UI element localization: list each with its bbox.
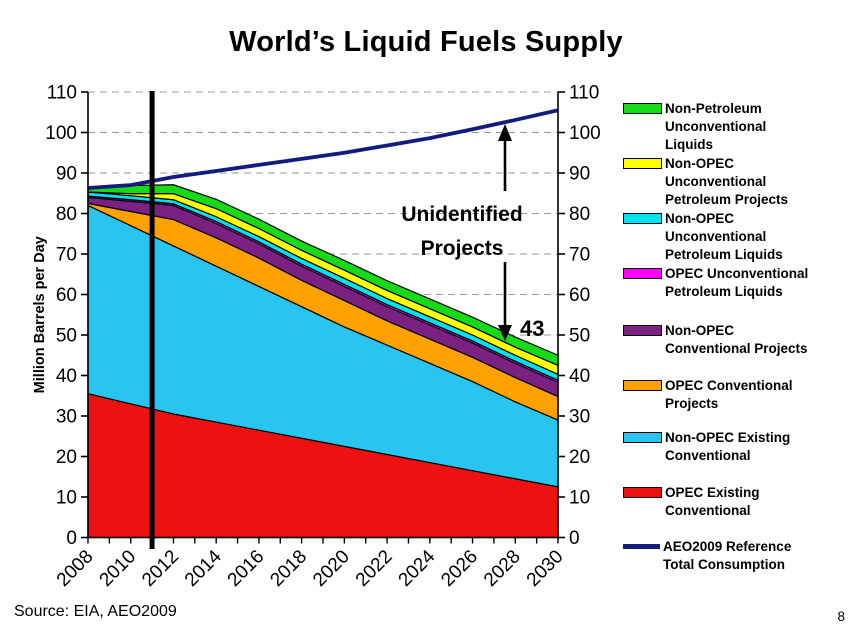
legend-item-label: Non-OPEC Unconventional Petroleum Projec… <box>665 156 789 208</box>
x-tick-label: 2014 <box>181 546 226 591</box>
legend-item-label: Non-OPEC Unconventional Petroleum Liquid… <box>665 211 783 263</box>
y-tick-label-left: 100 <box>45 123 77 144</box>
y-tick-label-left: 10 <box>56 488 77 509</box>
arrow-up-head <box>498 124 512 141</box>
legend-item-9: AEO2009 Reference Total Consumption <box>623 538 791 574</box>
x-tick-label: 2026 <box>437 546 482 591</box>
x-tick-label: 2020 <box>309 546 354 591</box>
legend-item-7: Non-OPEC Existing Conventional <box>623 429 790 465</box>
y-tick-label-left: 50 <box>56 326 77 347</box>
y-tick-label-left: 0 <box>66 528 77 549</box>
x-tick-label: 2016 <box>224 546 269 591</box>
legend-item-label: Non-OPEC Conventional Projects <box>665 323 808 357</box>
consumption-line <box>87 108 559 190</box>
y-tick-label-right: 10 <box>569 488 590 509</box>
legend-item-5: Non-OPEC Conventional Projects <box>623 322 808 358</box>
y-tick-label-right: 0 <box>569 528 580 549</box>
legend-color-swatch <box>623 432 662 443</box>
x-tick-label: 2022 <box>352 546 397 591</box>
legend-color-swatch <box>623 268 662 279</box>
y-tick-label-right: 100 <box>569 123 601 144</box>
y-tick-label-right: 80 <box>569 204 590 225</box>
legend-item-8: OPEC Existing Conventional <box>623 484 760 520</box>
legend-color-swatch <box>623 380 662 391</box>
y-tick-label-right: 50 <box>569 326 590 347</box>
y-tick-label-left: 70 <box>56 245 77 266</box>
gap-value-label: 43 <box>520 316 544 341</box>
y-tick-label-right: 110 <box>569 83 599 104</box>
y-tick-label-left: 90 <box>56 164 77 185</box>
annotation-line-1: Unidentified <box>401 203 522 226</box>
y-tick-label-right: 30 <box>569 407 590 428</box>
y-tick-label-right: 60 <box>569 285 590 306</box>
legend-item-label: Non-OPEC Existing Conventional <box>665 430 791 464</box>
legend-item-label: Non-Petroleum Unconventional Liquids <box>665 101 767 153</box>
x-tick-label: 2024 <box>395 546 440 591</box>
x-tick-label: 2028 <box>480 546 525 591</box>
y-tick-label-right: 90 <box>569 164 590 185</box>
legend-item-label: OPEC Unconventional Petroleum Liquids <box>665 266 809 300</box>
y-tick-label-right: 20 <box>569 447 590 468</box>
legend-item-4: OPEC Unconventional Petroleum Liquids <box>623 265 808 301</box>
y-tick-label-left: 60 <box>56 285 77 306</box>
y-tick-label-left: 20 <box>56 447 77 468</box>
y-tick-label-right: 70 <box>569 245 590 266</box>
legend-item-label: OPEC Conventional Projects <box>665 378 793 412</box>
x-tick-label: 2010 <box>96 546 141 591</box>
legend-line-marker <box>623 544 660 549</box>
legend-color-swatch <box>623 487 662 498</box>
y-tick-label-left: 40 <box>56 366 77 387</box>
arrow-down-head <box>498 325 512 341</box>
legend-item-label: AEO2009 Reference Total Consumption <box>663 539 792 573</box>
legend-color-swatch <box>623 158 662 169</box>
legend-item-6: OPEC Conventional Projects <box>623 377 793 413</box>
legend-color-swatch <box>623 103 662 114</box>
x-tick-label: 2030 <box>523 546 568 591</box>
legend-item-2: Non-OPEC Unconventional Petroleum Projec… <box>623 155 788 210</box>
annotation-line-2: Projects <box>421 237 504 260</box>
page-title: World’s Liquid Fuels Supply <box>229 26 623 58</box>
x-tick-label: 2008 <box>53 546 98 591</box>
legend-color-swatch <box>623 213 662 224</box>
y-tick-label-right: 40 <box>569 366 590 387</box>
legend-color-swatch <box>623 325 662 336</box>
x-tick-label: 2012 <box>138 546 183 591</box>
y-tick-label-left: 110 <box>47 83 77 104</box>
legend-item-3: Non-OPEC Unconventional Petroleum Liquid… <box>623 210 783 265</box>
legend-item-label: OPEC Existing Conventional <box>665 485 760 519</box>
legend-item-1: Non-Petroleum Unconventional Liquids <box>623 100 766 155</box>
y-axis-title: Million Barrels per Day <box>32 236 48 393</box>
y-tick-label-left: 30 <box>56 407 77 428</box>
legend: Non-Petroleum Unconventional Liquids Non-… <box>623 0 858 600</box>
x-tick-label: 2018 <box>266 546 311 591</box>
consumption <box>87 108 559 190</box>
y-tick-label-left: 80 <box>56 204 77 225</box>
page-number: 8 <box>837 609 845 624</box>
source-note: Source: EIA, AEO2009 <box>14 603 177 620</box>
annotations: Unidentified Projects 43 <box>401 124 544 341</box>
